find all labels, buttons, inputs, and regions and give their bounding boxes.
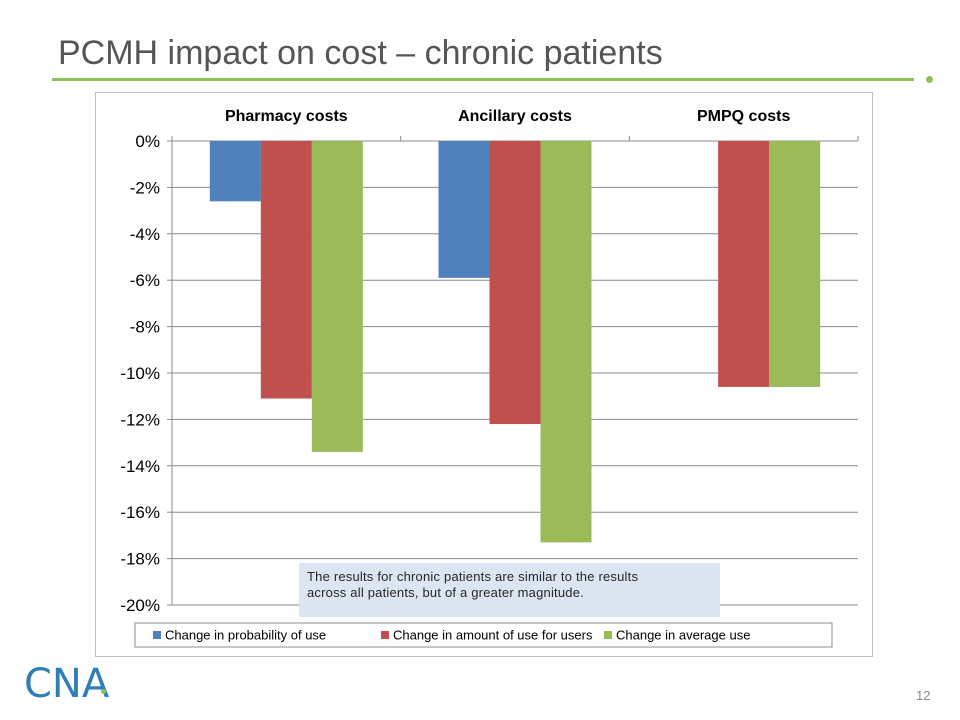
legend-label: Change in average use [616,628,750,643]
bar [209,141,261,202]
y-tick-label: -12% [120,410,160,429]
y-tick-label: -14% [120,457,160,476]
chart-frame: 0% -2% -4% -6% -8% -10% -12% -14% -16% -18% -20% Ph… [95,92,873,657]
bar [260,141,312,399]
category-label: Pharmacy costs [225,108,348,125]
y-tick-label: -6% [130,271,160,290]
slide-title: PCMH impact on cost – chronic patients [58,34,663,72]
bar [769,141,821,387]
y-tick-label: -8% [130,318,160,337]
category-label: PMPQ costs [697,108,790,125]
y-tick-label: -4% [130,225,160,244]
bar [718,141,770,387]
bar [489,141,541,425]
legend-swatch [153,631,161,639]
y-tick-label: -10% [120,364,160,383]
cna-logo: CNA [24,661,110,707]
legend-label: Change in probability of use [165,628,326,643]
bar [311,141,363,452]
legend-box [134,622,833,648]
y-tick-label: -18% [120,550,160,569]
title-accent-dot [926,76,933,83]
callout-line-2: across all patients, but of a greater ma… [307,585,584,600]
bar [438,141,490,278]
bar-chart: 0% -2% -4% -6% -8% -10% -12% -14% -16% -18% -20% Ph… [120,108,859,648]
y-tick-label: -16% [120,503,160,522]
page-number: 12 [916,688,931,703]
logo-accent-dot [101,689,106,694]
y-tick-label: -20% [120,596,160,615]
y-tick-label: 0% [135,132,160,151]
category-label: Ancillary costs [458,108,572,125]
legend-swatch [381,631,389,639]
bar [540,141,592,543]
legend-label: Change in amount of use for users [393,628,593,643]
callout-line-1: The results for chronic patients are sim… [307,569,639,584]
y-tick-label: -2% [130,178,160,197]
legend-swatch [604,631,612,639]
title-rule [52,78,914,81]
callout-box: The results for chronic patients are sim… [299,563,720,617]
